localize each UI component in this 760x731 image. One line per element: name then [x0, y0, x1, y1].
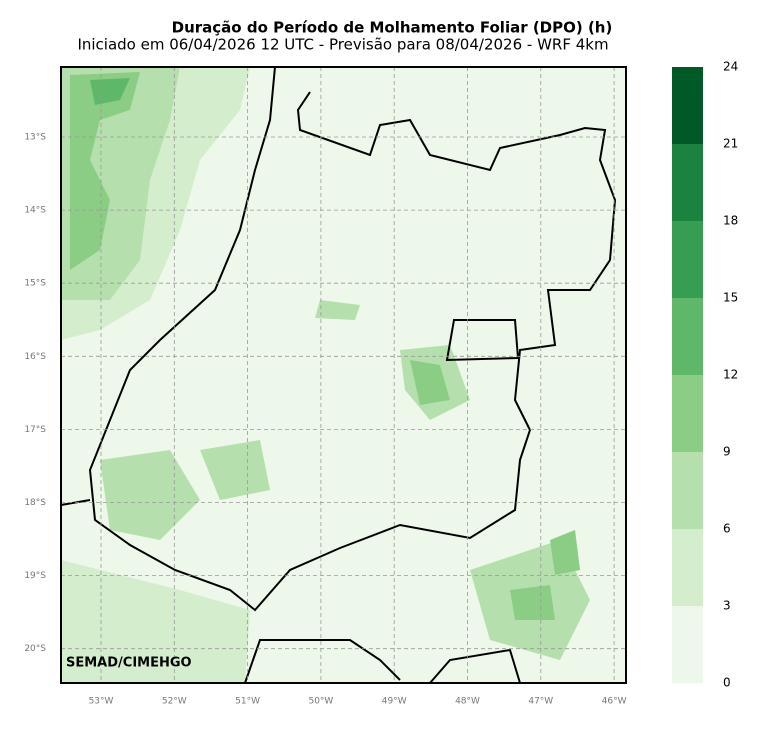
colorbar-segment: [672, 298, 703, 375]
lat-label: 19°S: [24, 571, 46, 581]
colorbar-tick-label: 12: [723, 368, 738, 382]
lat-label: 17°S: [24, 425, 46, 435]
lon-label: 48°W: [455, 697, 480, 707]
colorbar-segment: [672, 144, 703, 221]
colorbar-tick-label: 0: [723, 676, 731, 690]
lon-label: 49°W: [382, 697, 407, 707]
title: Duração do Período de Molhamento Foliar …: [172, 19, 613, 37]
colorbar-tick-label: 21: [723, 137, 738, 151]
watermark: SEMAD/CIMEHGO: [66, 656, 192, 671]
map-area: SEMAD/CIMEHGO: [60, 66, 627, 684]
colorbar-tick-label: 6: [723, 522, 731, 536]
colorbar-segment: [672, 606, 703, 683]
colorbar-tick-label: 3: [723, 599, 731, 613]
lat-label: 20°S: [24, 644, 46, 654]
colorbar-segment: [672, 529, 703, 606]
colorbar-tick-label: 18: [723, 214, 738, 228]
colorbar-segment: [672, 67, 703, 144]
colorbar-tick-label: 24: [723, 60, 738, 74]
lat-label: 18°S: [24, 498, 46, 508]
lon-label: 46°W: [602, 697, 627, 707]
lat-label: 14°S: [24, 206, 46, 216]
lon-label: 53°W: [89, 697, 114, 707]
lon-label: 51°W: [235, 697, 260, 707]
lon-label: 50°W: [308, 697, 333, 707]
lat-label: 13°S: [24, 133, 46, 143]
colorbar-tick-label: 15: [723, 291, 738, 305]
colorbar-segment: [672, 221, 703, 298]
subtitle: Iniciado em 06/04/2026 12 UTC - Previsão…: [77, 36, 608, 54]
colorbar-tick-label: 9: [723, 445, 731, 459]
colorbar-segment: [672, 452, 703, 529]
lat-label: 15°S: [24, 279, 46, 289]
colorbar-segment: [672, 375, 703, 452]
lon-label: 47°W: [528, 697, 553, 707]
lon-label: 52°W: [162, 697, 187, 707]
lat-label: 16°S: [24, 352, 46, 362]
